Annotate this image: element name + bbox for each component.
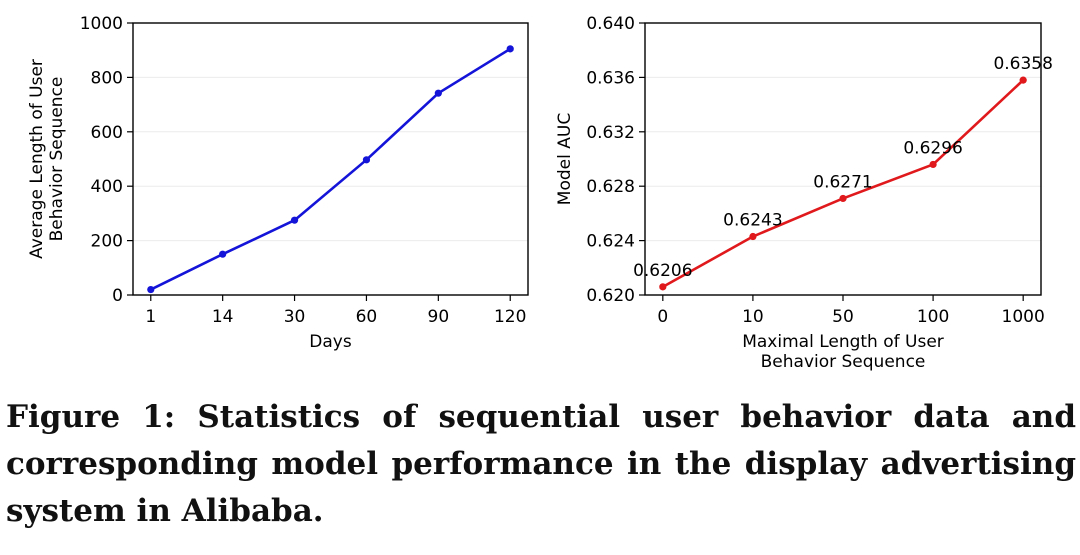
data-point <box>506 45 514 53</box>
y-tick-label: 0.620 <box>586 286 635 306</box>
y-tick-label: 600 <box>91 123 123 143</box>
data-label: 0.6243 <box>723 211 782 231</box>
data-point <box>147 285 155 294</box>
y-axis-label: Average Length of User <box>27 59 47 259</box>
x-tick-label: 90 <box>428 307 450 327</box>
data-point <box>1019 76 1027 84</box>
data-point <box>362 156 371 164</box>
y-tick-label: 0 <box>112 286 123 306</box>
y-axis-label: Behavior Sequence <box>47 77 67 242</box>
x-tick-label: 0 <box>657 307 668 327</box>
data-point <box>659 283 667 291</box>
chart-auc-vs-length: 0.620 0.624 0.628 0.632 0.636 0.640 0 10 50 100 10… <box>555 14 1053 372</box>
y-tick-label: 0.628 <box>586 177 635 197</box>
data-label: 0.6206 <box>633 261 692 281</box>
x-tick-label: 1000 <box>1002 307 1045 327</box>
data-label: 0.6271 <box>813 172 872 192</box>
data-point <box>434 89 442 97</box>
series-line <box>150 47 511 291</box>
chart-days-sequence-length: 0 200 400 600 800 1000 1 14 30 60 90 120 Days Average… <box>27 14 529 352</box>
x-tick-label: 30 <box>284 307 306 327</box>
x-tick-label: 60 <box>356 307 378 327</box>
x-tick-label: 120 <box>494 307 526 327</box>
y-tick-label: 0.624 <box>586 232 635 252</box>
x-tick-label: 1 <box>145 307 156 327</box>
x-tick-label: 100 <box>917 307 949 327</box>
y-tick-label: 0.636 <box>586 68 635 88</box>
y-tick-label: 800 <box>91 68 123 88</box>
axes-frame <box>132 22 529 296</box>
x-tick-label: 10 <box>742 307 764 327</box>
data-point <box>929 160 937 169</box>
x-axis-label: Maximal Length of User <box>742 332 944 352</box>
data-label: 0.6358 <box>993 54 1052 74</box>
data-point <box>839 194 847 203</box>
y-tick-label: 0.632 <box>586 123 635 143</box>
y-tick-label: 0.640 <box>586 14 635 34</box>
figure-caption: Figure 1: Statistics of sequential user … <box>6 399 1076 529</box>
y-tick-label: 200 <box>91 232 123 252</box>
data-point <box>219 250 227 258</box>
y-tick-label: 400 <box>91 177 123 197</box>
x-axis-label: Behavior Sequence <box>761 352 926 372</box>
x-axis-label: Days <box>309 332 352 352</box>
x-tick-label: 50 <box>832 307 854 327</box>
data-point <box>290 216 299 224</box>
data-point <box>749 232 757 241</box>
x-tick-label: 14 <box>212 307 234 327</box>
data-label: 0.6296 <box>903 138 962 158</box>
y-tick-label: 1000 <box>80 14 123 34</box>
axes-frame <box>644 22 1042 296</box>
y-axis-label: Model AUC <box>555 113 575 205</box>
